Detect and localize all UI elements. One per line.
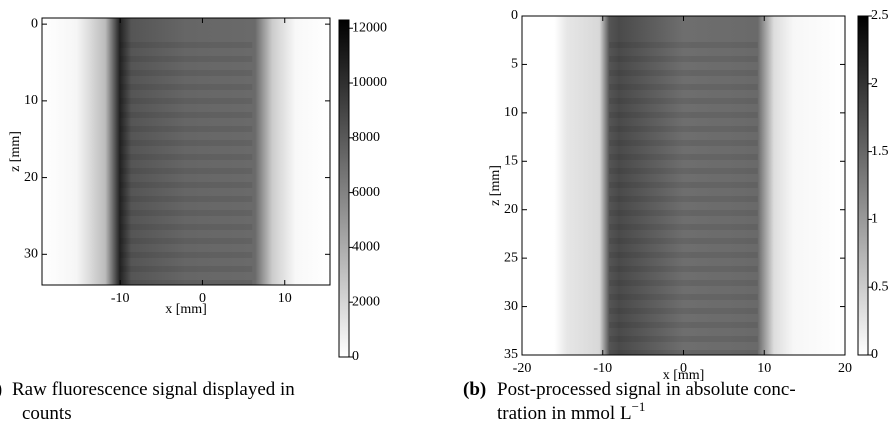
colorbar-tick-label: 1.5 — [871, 144, 889, 159]
x-tick-label: 0 — [680, 361, 687, 376]
y-tick-label: 30 — [504, 299, 518, 314]
y-tick-label: 5 — [511, 57, 518, 72]
heatmap-texture — [119, 38, 253, 285]
y-tick-label: 35 — [504, 347, 518, 362]
caption-label: (b) — [463, 379, 486, 400]
x-tick-label: 10 — [757, 361, 771, 376]
caption-superscript: −1 — [632, 399, 646, 414]
caption-line: Post-processed signal in absolute conc- — [497, 379, 796, 400]
colorbar-tick-label: 0 — [352, 349, 359, 364]
x-tick-label: -10 — [593, 361, 612, 376]
x-tick-label: 20 — [838, 361, 852, 376]
plot-frame — [41, 17, 331, 286]
y-tick-label: 25 — [504, 250, 518, 265]
colorbar-tick-label: 8000 — [352, 130, 380, 145]
colorbar — [857, 15, 869, 356]
colorbar-tick-label: 1 — [871, 212, 878, 227]
colorbar-tick-label: 0.5 — [871, 279, 889, 294]
colorbar-tick-label: 4000 — [352, 240, 380, 255]
y-tick-label: 20 — [24, 170, 38, 185]
colorbar-tick-label: 10000 — [352, 75, 387, 90]
y-tick-label: 0 — [31, 16, 38, 31]
y-tick-label: 0 — [511, 8, 518, 23]
x-axis-label: x [mm] — [663, 368, 705, 383]
x-tick-label: 10 — [278, 291, 292, 306]
y-tick-label: 20 — [504, 202, 518, 217]
y-tick-label: 10 — [24, 93, 38, 108]
y-tick-label: 15 — [504, 154, 518, 169]
y-tick-label: 30 — [24, 247, 38, 262]
colorbar-tick-label: 2000 — [352, 294, 380, 309]
colorbar-tick-label: 6000 — [352, 185, 380, 200]
colorbar-tick-label: 2.5 — [871, 8, 889, 23]
x-tick-label: -20 — [513, 361, 532, 376]
caption-label: (a) — [0, 379, 2, 400]
heatmap-texture — [609, 36, 758, 355]
caption-line: counts — [22, 403, 72, 421]
y-tick-label: 10 — [504, 105, 518, 120]
x-tick-label: 0 — [199, 291, 206, 306]
colorbar-tick-label: 2 — [871, 76, 878, 91]
y-axis-label: z [mm] — [488, 165, 503, 206]
x-axis-label: x [mm] — [165, 302, 207, 317]
colorbar-tick-label: 12000 — [352, 20, 387, 35]
caption-line: tration in mmol L−1 — [497, 399, 645, 421]
caption-line: Raw fluorescence signal displayed in — [12, 379, 295, 400]
colorbar — [338, 19, 350, 358]
y-axis-label: z [mm] — [8, 131, 23, 172]
colorbar-tick-label: 0 — [871, 347, 878, 362]
x-tick-label: -10 — [111, 291, 130, 306]
